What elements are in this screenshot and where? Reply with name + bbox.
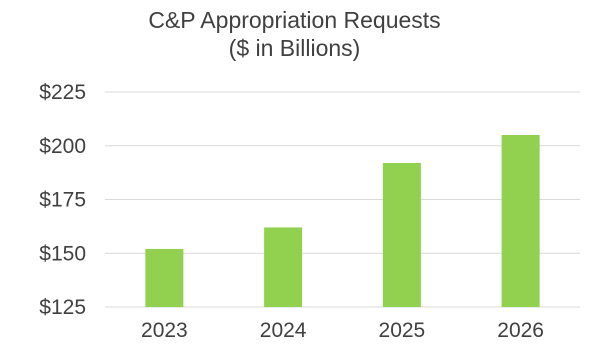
bar-2026 [501, 135, 540, 307]
y-axis-ticks: $125 $150 $175 $200 $225 [39, 81, 86, 319]
bar-2023 [145, 248, 184, 307]
y-tick-label: $125 [39, 296, 86, 319]
chart-title: C&P Appropriation Requests [148, 7, 441, 33]
x-tick-label: 2024 [260, 319, 307, 342]
bars [145, 135, 540, 307]
chart-subtitle: ($ in Billions) [228, 35, 361, 61]
x-axis-ticks: 2023 2024 2025 2026 [141, 319, 544, 342]
bar-2024 [264, 227, 303, 307]
y-tick-label: $150 [39, 242, 86, 265]
y-tick-label: $200 [39, 135, 86, 158]
bar-2025 [382, 162, 421, 307]
x-tick-label: 2026 [497, 319, 544, 342]
y-tick-label: $175 [39, 189, 86, 212]
x-tick-label: 2025 [379, 319, 426, 342]
x-tick-label: 2023 [141, 319, 188, 342]
gridlines [105, 91, 580, 308]
y-tick-label: $225 [39, 81, 86, 104]
